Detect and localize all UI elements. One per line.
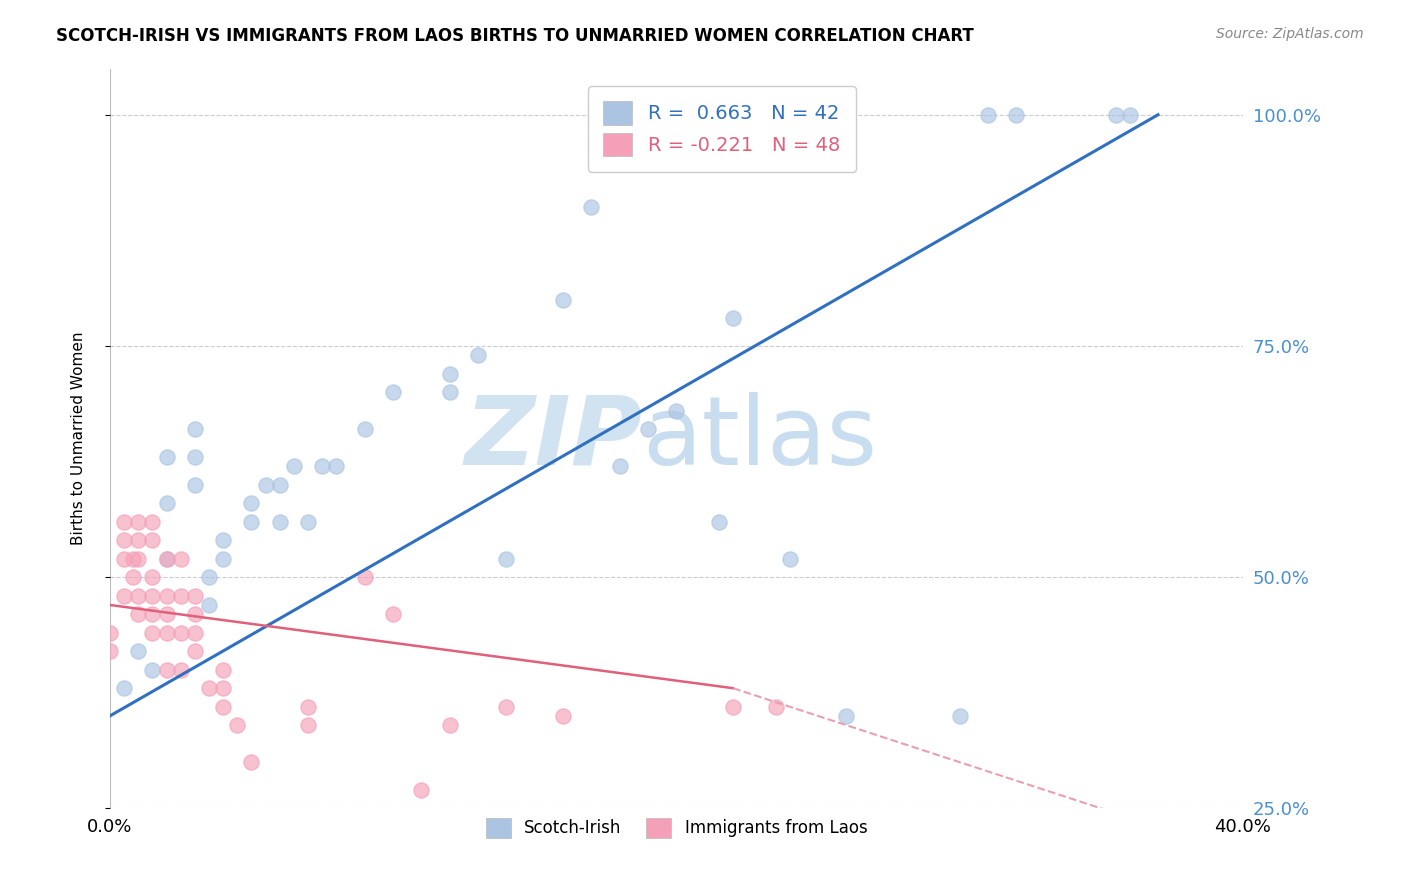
Point bbox=[155, 551, 177, 566]
Point bbox=[170, 551, 193, 566]
Point bbox=[212, 663, 235, 677]
Point bbox=[141, 515, 163, 529]
Point bbox=[269, 515, 291, 529]
Point bbox=[184, 644, 207, 658]
Point bbox=[112, 681, 135, 696]
Point bbox=[112, 515, 135, 529]
Text: SCOTCH-IRISH VS IMMIGRANTS FROM LAOS BIRTHS TO UNMARRIED WOMEN CORRELATION CHART: SCOTCH-IRISH VS IMMIGRANTS FROM LAOS BIR… bbox=[56, 27, 974, 45]
Point bbox=[212, 551, 235, 566]
Point bbox=[212, 533, 235, 548]
Point bbox=[949, 709, 972, 723]
Point bbox=[121, 570, 143, 584]
Point bbox=[141, 589, 163, 603]
Point bbox=[779, 551, 801, 566]
Point bbox=[467, 348, 489, 362]
Point bbox=[254, 477, 277, 491]
Point bbox=[141, 625, 163, 640]
Point bbox=[155, 625, 177, 640]
Point bbox=[835, 709, 858, 723]
Point bbox=[325, 459, 347, 474]
Point bbox=[98, 644, 121, 658]
Point bbox=[551, 293, 574, 307]
Point bbox=[127, 533, 149, 548]
Legend: Scotch-Irish, Immigrants from Laos: Scotch-Irish, Immigrants from Laos bbox=[479, 811, 875, 845]
Point bbox=[382, 607, 405, 622]
Point bbox=[155, 551, 177, 566]
Point bbox=[226, 718, 249, 732]
Point bbox=[127, 607, 149, 622]
Point bbox=[198, 598, 221, 612]
Text: Source: ZipAtlas.com: Source: ZipAtlas.com bbox=[1216, 27, 1364, 41]
Point bbox=[240, 515, 263, 529]
Point bbox=[127, 589, 149, 603]
Point bbox=[269, 477, 291, 491]
Point bbox=[353, 422, 375, 436]
Point bbox=[240, 755, 263, 769]
Point bbox=[212, 699, 235, 714]
Point bbox=[184, 589, 207, 603]
Point bbox=[382, 385, 405, 400]
Point bbox=[1104, 108, 1126, 122]
Point bbox=[311, 459, 333, 474]
Point bbox=[1005, 108, 1028, 122]
Point bbox=[721, 311, 744, 326]
Point bbox=[98, 625, 121, 640]
Point bbox=[283, 459, 305, 474]
Point bbox=[184, 477, 207, 491]
Point bbox=[551, 709, 574, 723]
Point bbox=[297, 699, 319, 714]
Point bbox=[112, 589, 135, 603]
Text: atlas: atlas bbox=[643, 392, 877, 485]
Point bbox=[1118, 108, 1140, 122]
Point bbox=[439, 385, 461, 400]
Point bbox=[240, 496, 263, 510]
Point bbox=[121, 551, 143, 566]
Point bbox=[297, 718, 319, 732]
Y-axis label: Births to Unmarried Women: Births to Unmarried Women bbox=[72, 332, 86, 545]
Point bbox=[141, 663, 163, 677]
Point bbox=[112, 533, 135, 548]
Point bbox=[439, 718, 461, 732]
Point bbox=[184, 422, 207, 436]
Point bbox=[155, 607, 177, 622]
Point bbox=[184, 450, 207, 464]
Point bbox=[127, 551, 149, 566]
Point bbox=[198, 570, 221, 584]
Point bbox=[141, 607, 163, 622]
Point bbox=[141, 533, 163, 548]
Point bbox=[155, 450, 177, 464]
Point bbox=[170, 663, 193, 677]
Point bbox=[439, 367, 461, 381]
Point bbox=[184, 625, 207, 640]
Point bbox=[721, 699, 744, 714]
Point bbox=[184, 607, 207, 622]
Point bbox=[637, 422, 659, 436]
Point bbox=[198, 681, 221, 696]
Point bbox=[665, 403, 688, 417]
Point bbox=[707, 515, 730, 529]
Point bbox=[411, 783, 433, 797]
Point bbox=[495, 551, 517, 566]
Point bbox=[212, 681, 235, 696]
Point bbox=[609, 459, 631, 474]
Text: ZIP: ZIP bbox=[464, 392, 643, 485]
Point bbox=[170, 589, 193, 603]
Point bbox=[495, 699, 517, 714]
Point bbox=[170, 625, 193, 640]
Point bbox=[127, 644, 149, 658]
Point bbox=[141, 570, 163, 584]
Point bbox=[581, 200, 603, 214]
Point bbox=[155, 589, 177, 603]
Point bbox=[765, 699, 787, 714]
Point bbox=[297, 515, 319, 529]
Point bbox=[155, 663, 177, 677]
Point bbox=[127, 515, 149, 529]
Point bbox=[112, 551, 135, 566]
Point bbox=[977, 108, 1000, 122]
Point bbox=[155, 496, 177, 510]
Point bbox=[353, 570, 375, 584]
